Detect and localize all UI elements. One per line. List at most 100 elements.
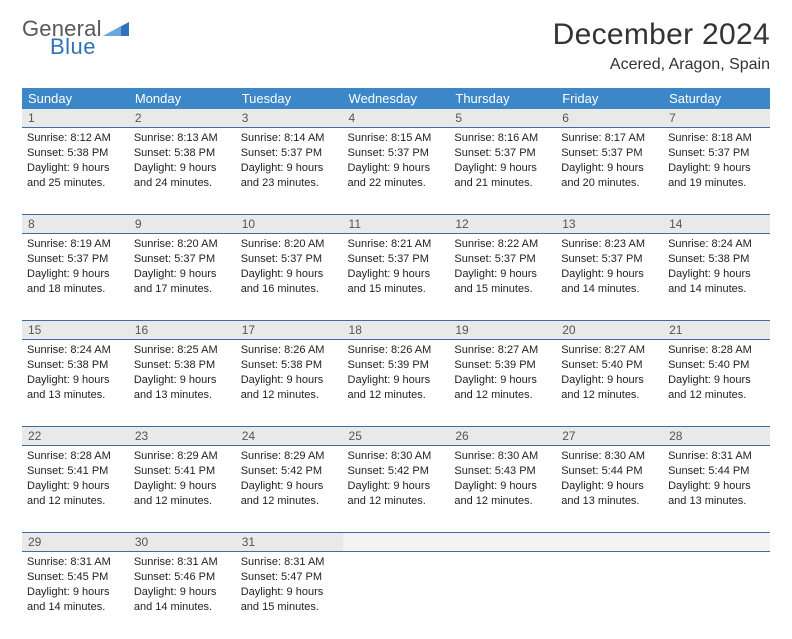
week-row: Sunrise: 8:31 AMSunset: 5:45 PMDaylight:…: [22, 552, 770, 639]
sunrise-line: Sunrise: 8:27 AM: [561, 343, 658, 358]
day-body: Sunrise: 8:20 AMSunset: 5:37 PMDaylight:…: [236, 234, 343, 302]
sunrise-line: Sunrise: 8:24 AM: [27, 343, 124, 358]
day-number: 22: [22, 427, 129, 445]
sunset-line: Sunset: 5:41 PM: [134, 464, 231, 479]
weekday-header-row: Sunday Monday Tuesday Wednesday Thursday…: [22, 88, 770, 109]
day-cell: Sunrise: 8:27 AMSunset: 5:40 PMDaylight:…: [556, 340, 663, 427]
day-body: Sunrise: 8:13 AMSunset: 5:38 PMDaylight:…: [129, 128, 236, 196]
day-cell: Sunrise: 8:19 AMSunset: 5:37 PMDaylight:…: [22, 234, 129, 321]
day-body: Sunrise: 8:27 AMSunset: 5:39 PMDaylight:…: [449, 340, 556, 408]
sunrise-line: Sunrise: 8:20 AM: [241, 237, 338, 252]
day-number: 11: [343, 215, 450, 233]
day-body: Sunrise: 8:17 AMSunset: 5:37 PMDaylight:…: [556, 128, 663, 196]
daylight-line: Daylight: 9 hours and 20 minutes.: [561, 161, 658, 191]
weekday-header: Monday: [129, 88, 236, 109]
daynum-row: 15161718192021: [22, 321, 770, 340]
title-block: December 2024 Acered, Aragon, Spain: [553, 18, 770, 74]
day-cell: Sunrise: 8:20 AMSunset: 5:37 PMDaylight:…: [129, 234, 236, 321]
daylight-line: Daylight: 9 hours and 19 minutes.: [668, 161, 765, 191]
sunset-line: Sunset: 5:41 PM: [27, 464, 124, 479]
day-body: Sunrise: 8:30 AMSunset: 5:44 PMDaylight:…: [556, 446, 663, 514]
daylight-line: Daylight: 9 hours and 21 minutes.: [454, 161, 551, 191]
day-number: 18: [343, 321, 450, 339]
day-number: 9: [129, 215, 236, 233]
daylight-line: Daylight: 9 hours and 18 minutes.: [27, 267, 124, 297]
daynum-row: 1234567: [22, 109, 770, 128]
sunrise-line: Sunrise: 8:13 AM: [134, 131, 231, 146]
day-number: 27: [556, 427, 663, 445]
location: Acered, Aragon, Spain: [553, 56, 770, 74]
sunrise-line: Sunrise: 8:15 AM: [348, 131, 445, 146]
daylight-line: Daylight: 9 hours and 12 minutes.: [241, 479, 338, 509]
day-cell: Sunrise: 8:31 AMSunset: 5:45 PMDaylight:…: [22, 552, 129, 639]
day-body: Sunrise: 8:25 AMSunset: 5:38 PMDaylight:…: [129, 340, 236, 408]
daylight-line: Daylight: 9 hours and 13 minutes.: [27, 373, 124, 403]
sunrise-line: Sunrise: 8:17 AM: [561, 131, 658, 146]
sunrise-line: Sunrise: 8:30 AM: [348, 449, 445, 464]
day-cell: [556, 552, 663, 639]
day-body: Sunrise: 8:23 AMSunset: 5:37 PMDaylight:…: [556, 234, 663, 302]
sunrise-line: Sunrise: 8:25 AM: [134, 343, 231, 358]
daylight-line: Daylight: 9 hours and 13 minutes.: [561, 479, 658, 509]
day-body: Sunrise: 8:15 AMSunset: 5:37 PMDaylight:…: [343, 128, 450, 196]
daylight-line: Daylight: 9 hours and 16 minutes.: [241, 267, 338, 297]
sunrise-line: Sunrise: 8:18 AM: [668, 131, 765, 146]
week-row: Sunrise: 8:19 AMSunset: 5:37 PMDaylight:…: [22, 234, 770, 321]
sunrise-line: Sunrise: 8:31 AM: [134, 555, 231, 570]
day-cell: Sunrise: 8:18 AMSunset: 5:37 PMDaylight:…: [663, 128, 770, 215]
sunset-line: Sunset: 5:38 PM: [134, 146, 231, 161]
day-number: 24: [236, 427, 343, 445]
day-number: 10: [236, 215, 343, 233]
sunset-line: Sunset: 5:44 PM: [668, 464, 765, 479]
daynum-row: 891011121314: [22, 215, 770, 234]
day-number: [663, 533, 770, 551]
day-number: 21: [663, 321, 770, 339]
daylight-line: Daylight: 9 hours and 14 minutes.: [561, 267, 658, 297]
daylight-line: Daylight: 9 hours and 12 minutes.: [668, 373, 765, 403]
daylight-line: Daylight: 9 hours and 15 minutes.: [454, 267, 551, 297]
weekday-header: Sunday: [22, 88, 129, 109]
daynum-row: 22232425262728: [22, 427, 770, 446]
day-cell: Sunrise: 8:26 AMSunset: 5:38 PMDaylight:…: [236, 340, 343, 427]
day-body: Sunrise: 8:20 AMSunset: 5:37 PMDaylight:…: [129, 234, 236, 302]
day-cell: Sunrise: 8:24 AMSunset: 5:38 PMDaylight:…: [663, 234, 770, 321]
sunset-line: Sunset: 5:38 PM: [27, 146, 124, 161]
day-cell: Sunrise: 8:20 AMSunset: 5:37 PMDaylight:…: [236, 234, 343, 321]
day-body: Sunrise: 8:31 AMSunset: 5:44 PMDaylight:…: [663, 446, 770, 514]
day-number: 20: [556, 321, 663, 339]
day-number: 14: [663, 215, 770, 233]
weekday-header: Wednesday: [343, 88, 450, 109]
week-row: Sunrise: 8:28 AMSunset: 5:41 PMDaylight:…: [22, 446, 770, 533]
sunrise-line: Sunrise: 8:20 AM: [134, 237, 231, 252]
daylight-line: Daylight: 9 hours and 14 minutes.: [134, 585, 231, 615]
day-body: Sunrise: 8:26 AMSunset: 5:39 PMDaylight:…: [343, 340, 450, 408]
day-body: Sunrise: 8:29 AMSunset: 5:41 PMDaylight:…: [129, 446, 236, 514]
daylight-line: Daylight: 9 hours and 15 minutes.: [348, 267, 445, 297]
day-number: 26: [449, 427, 556, 445]
day-number: 5: [449, 109, 556, 127]
daylight-line: Daylight: 9 hours and 15 minutes.: [241, 585, 338, 615]
day-body: Sunrise: 8:31 AMSunset: 5:45 PMDaylight:…: [22, 552, 129, 620]
day-body: Sunrise: 8:30 AMSunset: 5:42 PMDaylight:…: [343, 446, 450, 514]
week-row: Sunrise: 8:24 AMSunset: 5:38 PMDaylight:…: [22, 340, 770, 427]
sunrise-line: Sunrise: 8:27 AM: [454, 343, 551, 358]
day-number: 30: [129, 533, 236, 551]
day-cell: Sunrise: 8:23 AMSunset: 5:37 PMDaylight:…: [556, 234, 663, 321]
day-cell: Sunrise: 8:28 AMSunset: 5:41 PMDaylight:…: [22, 446, 129, 533]
day-number: [556, 533, 663, 551]
day-cell: Sunrise: 8:14 AMSunset: 5:37 PMDaylight:…: [236, 128, 343, 215]
day-number: 16: [129, 321, 236, 339]
day-cell: Sunrise: 8:25 AMSunset: 5:38 PMDaylight:…: [129, 340, 236, 427]
day-body: Sunrise: 8:19 AMSunset: 5:37 PMDaylight:…: [22, 234, 129, 302]
day-number: 25: [343, 427, 450, 445]
sunset-line: Sunset: 5:37 PM: [348, 252, 445, 267]
daynum-row: 293031: [22, 533, 770, 552]
day-cell: Sunrise: 8:21 AMSunset: 5:37 PMDaylight:…: [343, 234, 450, 321]
day-cell: Sunrise: 8:31 AMSunset: 5:46 PMDaylight:…: [129, 552, 236, 639]
sunrise-line: Sunrise: 8:24 AM: [668, 237, 765, 252]
day-cell: Sunrise: 8:12 AMSunset: 5:38 PMDaylight:…: [22, 128, 129, 215]
day-body: Sunrise: 8:24 AMSunset: 5:38 PMDaylight:…: [663, 234, 770, 302]
day-number: 1: [22, 109, 129, 127]
sunrise-line: Sunrise: 8:21 AM: [348, 237, 445, 252]
day-cell: Sunrise: 8:24 AMSunset: 5:38 PMDaylight:…: [22, 340, 129, 427]
